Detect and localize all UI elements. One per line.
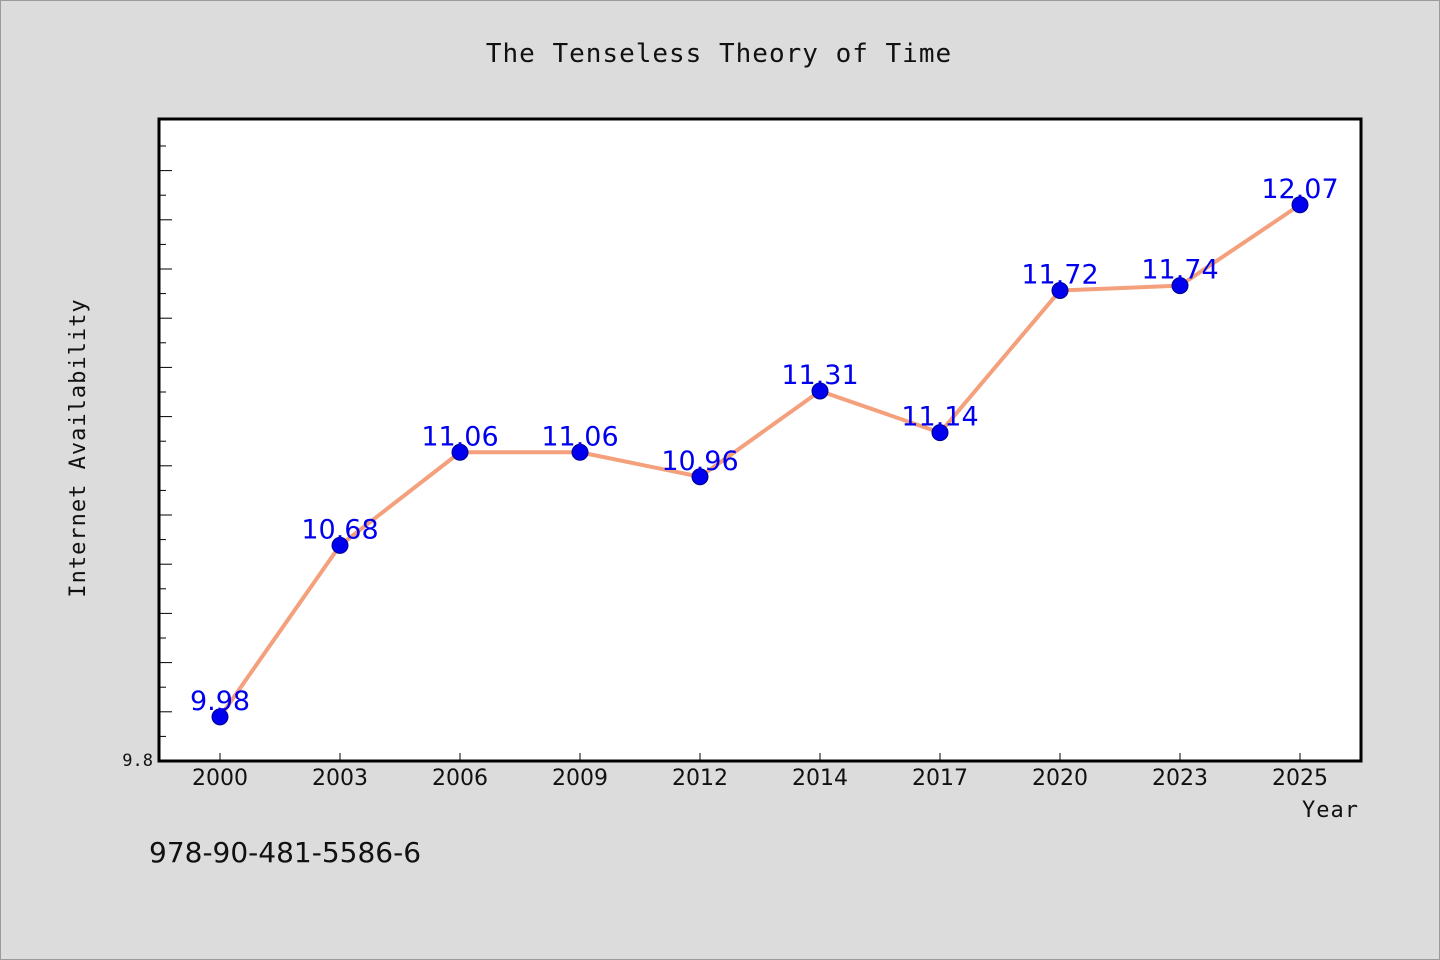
x-axis-ticks: 2000 2003 2006 2009 2012 2014 2017 2020 2023 2025 <box>192 753 1328 791</box>
series-line-group <box>218 203 1302 719</box>
series-line <box>218 203 1302 719</box>
x-tick-label: 2012 <box>672 766 728 791</box>
data-label: 9.98 <box>190 686 250 717</box>
y-axis-ticks <box>159 145 172 762</box>
isbn-footnote: 978-90-481-5586-6 <box>149 836 421 869</box>
data-label-group: 9.98 10.68 11.06 11.06 10.96 11.31 11.14 11.72 1… <box>190 174 1339 717</box>
data-label: 10.68 <box>301 514 378 545</box>
x-tick-label: 2017 <box>912 766 968 791</box>
data-point <box>331 536 349 554</box>
x-tick-label: 2009 <box>552 766 608 791</box>
data-point <box>931 424 949 442</box>
data-label: 10.96 <box>661 446 738 477</box>
data-point <box>451 443 469 461</box>
data-label: 11.74 <box>1141 255 1218 286</box>
marker-group <box>211 196 1309 726</box>
y-axis-label: Internet Availability <box>66 298 91 597</box>
data-point <box>811 382 829 400</box>
data-point <box>1171 277 1189 295</box>
plot-area <box>157 117 1363 763</box>
data-label: 11.31 <box>781 360 858 391</box>
x-tick-label: 2023 <box>1152 766 1208 791</box>
data-point <box>691 468 709 486</box>
data-label: 11.14 <box>901 402 978 433</box>
data-label: 12.07 <box>1261 174 1338 205</box>
x-tick-label: 2003 <box>312 766 368 791</box>
data-point <box>571 443 589 461</box>
x-tick-label: 2000 <box>192 766 248 791</box>
data-label: 11.06 <box>421 421 498 452</box>
data-label: 11.72 <box>1021 260 1098 291</box>
chart-title: The Tenseless Theory of Time <box>486 39 952 69</box>
x-tick-label: 2020 <box>1032 766 1088 791</box>
data-point <box>1051 282 1069 300</box>
data-point <box>211 708 229 726</box>
x-axis-label: Year <box>1302 798 1359 823</box>
x-tick-label: 2006 <box>432 766 488 791</box>
data-label: 11.06 <box>541 421 618 452</box>
data-point <box>1291 196 1309 214</box>
x-tick-label: 2014 <box>792 766 848 791</box>
y-tick-label: 9.8 <box>122 751 153 771</box>
x-tick-label: 2025 <box>1272 766 1328 791</box>
